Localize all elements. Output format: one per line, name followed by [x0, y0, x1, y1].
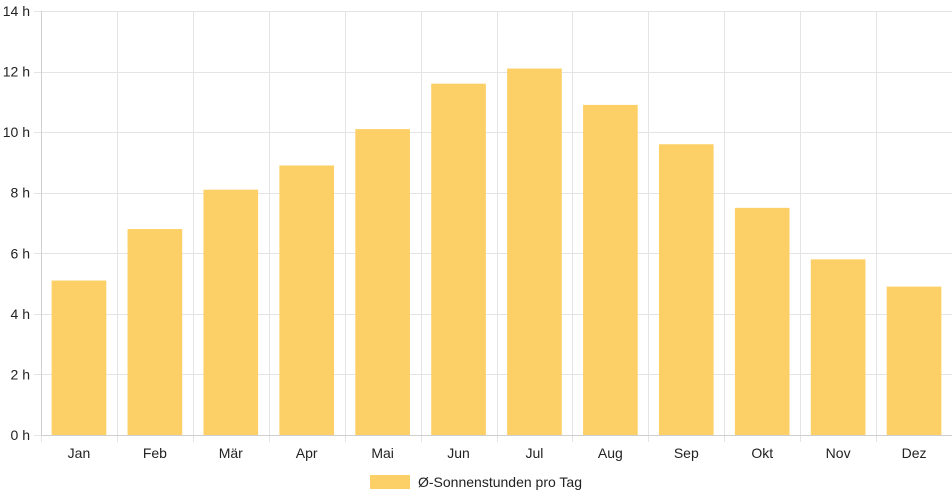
y-tick-label: 6 h — [11, 245, 30, 261]
legend-label[interactable]: Ø-Sonnenstunden pro Tag — [418, 474, 582, 490]
bar-apr[interactable] — [279, 165, 335, 435]
bar-aug[interactable] — [583, 104, 638, 435]
x-tick-label: Nov — [826, 445, 851, 461]
x-tick-label: Jan — [68, 445, 91, 461]
x-tick-label: Mai — [371, 445, 394, 461]
bar-jun[interactable] — [431, 83, 486, 435]
bar-dez[interactable] — [886, 286, 942, 435]
y-tick-label: 2 h — [11, 366, 30, 382]
bar-nov[interactable] — [810, 259, 866, 435]
bar-jul[interactable] — [507, 68, 562, 436]
y-tick-label: 8 h — [11, 185, 30, 201]
x-tick-label: Jun — [447, 445, 470, 461]
bar-mai[interactable] — [355, 129, 410, 435]
x-tick-label: Sep — [674, 445, 699, 461]
legend-swatch[interactable] — [370, 475, 410, 489]
x-axis-tick-labels: Jan Feb Mär Apr Mai Jun Jul Aug Sep Okt Nov Dez — [68, 445, 927, 461]
x-tick-label: Feb — [143, 445, 167, 461]
bar-sep[interactable] — [658, 144, 714, 435]
y-tick-label: 12 h — [3, 64, 30, 80]
grid — [34, 11, 952, 442]
x-tick-label: Dez — [902, 445, 927, 461]
legend[interactable]: Ø-Sonnenstunden pro Tag — [370, 474, 582, 490]
y-tick-label: 14 h — [3, 3, 30, 19]
x-tick-label: Okt — [751, 445, 773, 461]
y-tick-label: 4 h — [11, 306, 30, 322]
bar-jan[interactable] — [51, 280, 107, 435]
bar-mär[interactable] — [203, 189, 259, 435]
x-tick-label: Aug — [598, 445, 623, 461]
y-axis-tick-labels: 0 h 2 h 4 h 6 h 8 h 10 h 12 h 14 h — [3, 3, 30, 443]
x-tick-label: Mär — [219, 445, 243, 461]
y-tick-label: 0 h — [11, 427, 30, 443]
x-tick-label: Jul — [526, 445, 544, 461]
x-tick-label: Apr — [296, 445, 318, 461]
axes — [41, 11, 952, 436]
bar-feb[interactable] — [127, 229, 183, 435]
bar-okt[interactable] — [734, 207, 790, 435]
bars — [51, 68, 942, 436]
y-tick-label: 10 h — [3, 124, 30, 140]
